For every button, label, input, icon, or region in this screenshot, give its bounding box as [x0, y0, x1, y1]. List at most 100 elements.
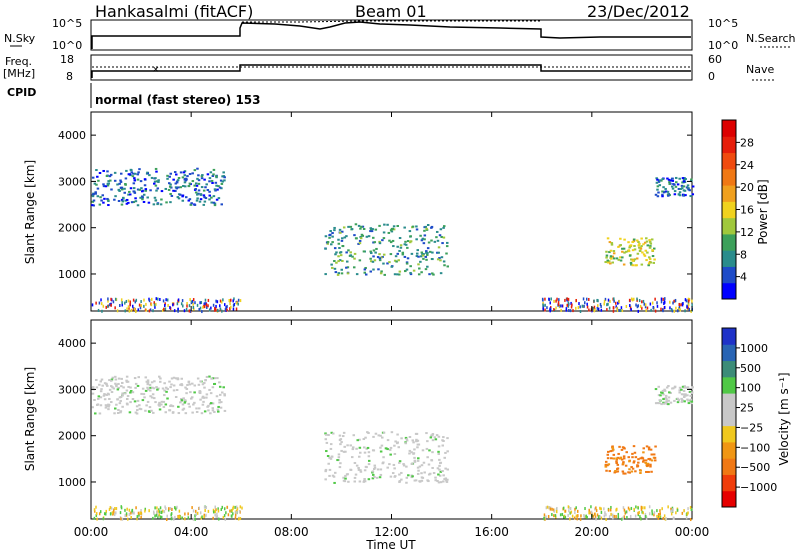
- clutter-cell: [140, 300, 142, 304]
- data-cell: [621, 446, 625, 449]
- colorbar-tick-label: 25: [740, 402, 754, 415]
- data-cell: [446, 241, 449, 244]
- data-cell: [152, 203, 156, 206]
- clutter-cell: [150, 303, 153, 307]
- clutter-cell: [226, 505, 228, 509]
- freq-line: [91, 64, 691, 78]
- data-cell: [215, 198, 219, 201]
- data-cell: [662, 401, 665, 404]
- data-cell: [355, 273, 359, 276]
- data-cell: [662, 186, 665, 189]
- data-cell: [136, 409, 139, 412]
- data-cell: [678, 389, 681, 392]
- data-cell: [133, 191, 137, 194]
- data-cell: [442, 480, 445, 483]
- data-cell: [642, 243, 645, 246]
- data-cell: [119, 172, 123, 175]
- data-cell: [397, 446, 401, 449]
- data-cell: [223, 409, 227, 412]
- clutter-cell: [212, 303, 215, 307]
- clutter-cell: [96, 517, 98, 521]
- clutter-cell: [663, 305, 666, 309]
- data-cell: [633, 238, 636, 241]
- data-cell: [363, 478, 366, 481]
- clutter-cell: [91, 303, 94, 307]
- data-cell: [657, 394, 661, 397]
- data-cell: [675, 181, 678, 184]
- data-cell: [443, 478, 446, 481]
- clutter-cell: [618, 300, 620, 304]
- data-cell: [108, 388, 112, 391]
- clutter-cell: [604, 297, 607, 301]
- data-cell: [179, 186, 183, 189]
- clutter-cell: [610, 505, 612, 509]
- data-cell: [116, 398, 119, 401]
- data-cell: [612, 257, 616, 260]
- data-cell: [117, 377, 121, 380]
- data-cell: [668, 181, 671, 184]
- data-cell: [213, 383, 216, 386]
- data-cell: [118, 402, 122, 405]
- data-cell: [337, 242, 341, 245]
- data-cell: [364, 436, 367, 439]
- clutter-cell: [129, 300, 132, 304]
- data-cell: [403, 255, 407, 258]
- data-cell: [358, 446, 362, 449]
- data-cell: [332, 475, 336, 478]
- clutter-cell: [591, 512, 593, 516]
- data-cell: [142, 200, 146, 203]
- data-cell: [218, 399, 221, 402]
- data-cell: [367, 463, 371, 466]
- data-cell: [134, 197, 137, 200]
- data-cell: [378, 253, 381, 256]
- clutter-cell: [182, 304, 184, 308]
- data-cell: [203, 178, 206, 181]
- data-cell: [181, 408, 185, 411]
- data-cell: [335, 251, 338, 254]
- data-cell: [403, 243, 407, 246]
- data-cell: [148, 406, 152, 409]
- data-cell: [394, 440, 397, 443]
- data-cell: [631, 249, 635, 252]
- data-cell: [179, 193, 182, 196]
- data-cell: [392, 228, 396, 231]
- data-cell: [98, 412, 102, 415]
- data-cell: [622, 455, 626, 458]
- clutter-cell: [687, 302, 690, 306]
- clutter-cell: [186, 304, 188, 308]
- colorbar-tick-label: 1000: [740, 342, 768, 355]
- clutter-cell: [159, 297, 161, 301]
- data-cell: [643, 254, 647, 257]
- clutter-cell: [224, 303, 226, 307]
- data-cell: [164, 386, 168, 389]
- data-cell: [682, 389, 686, 392]
- data-cell: [181, 176, 185, 179]
- data-cell: [128, 193, 132, 196]
- data-cell: [396, 252, 399, 255]
- data-cell: [369, 260, 373, 263]
- data-cell: [637, 458, 640, 461]
- clutter-cell: [579, 305, 581, 309]
- data-cell: [647, 446, 651, 449]
- data-cell: [132, 172, 135, 175]
- data-cell: [400, 471, 403, 474]
- data-cell: [416, 466, 420, 469]
- data-cell: [211, 377, 215, 380]
- clutter-cell: [236, 507, 239, 511]
- data-cell: [426, 253, 429, 256]
- clutter-cell: [148, 299, 151, 303]
- data-cell: [439, 228, 443, 231]
- data-cell: [378, 259, 382, 262]
- x-tick-label: 12:00: [374, 525, 409, 539]
- data-cell: [345, 260, 349, 263]
- clutter-cell: [99, 510, 102, 514]
- data-cell: [654, 402, 658, 405]
- data-cell: [117, 386, 120, 389]
- data-cell: [202, 400, 205, 403]
- data-cell: [649, 261, 653, 264]
- data-cell: [630, 263, 633, 266]
- data-cell: [605, 254, 609, 257]
- data-cell: [391, 472, 395, 475]
- data-cell: [129, 187, 133, 190]
- data-cell: [330, 263, 333, 266]
